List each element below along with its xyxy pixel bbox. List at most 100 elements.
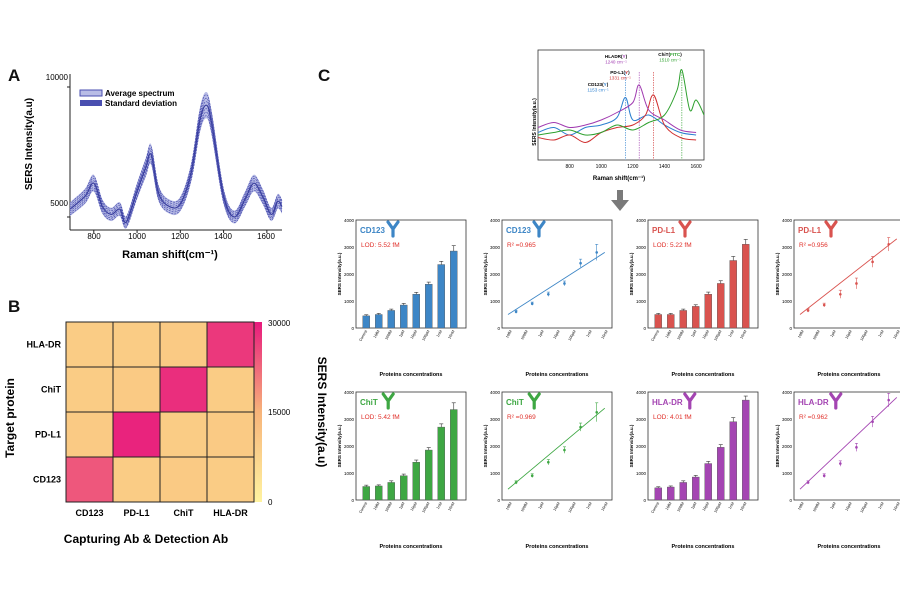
xtick-label: 100fM — [676, 330, 685, 341]
xtick-label: 1pM — [830, 330, 837, 338]
ytick-label: 1000 — [782, 299, 793, 304]
bar — [450, 409, 458, 501]
inset-annotation-name: PD-L1( — [610, 70, 625, 75]
xtick-label: 100pM — [421, 330, 430, 342]
xtick-label: 10fM — [505, 330, 513, 339]
spectrum-xtick: 1400 — [214, 232, 232, 241]
antibody-shape — [829, 392, 843, 410]
ytick-label: 3000 — [344, 417, 355, 422]
panel-label-c: C — [318, 66, 331, 85]
heatmap-cell — [65, 456, 114, 503]
bar — [717, 283, 725, 329]
data-point — [563, 448, 566, 452]
ytick-label: 3000 — [636, 245, 647, 250]
heatmap-cell — [159, 321, 208, 368]
heatmap-cell — [65, 366, 114, 413]
ytick-label: 0 — [643, 326, 646, 331]
data-point — [871, 420, 874, 423]
xtick-label: 10fM — [505, 502, 513, 511]
bar — [654, 314, 662, 329]
xtick-label: Control — [651, 501, 661, 514]
heatmap-col-label: HLA-DR — [213, 508, 248, 518]
xtick-label: 1pM — [538, 330, 545, 338]
xtick-label: 10fM — [373, 330, 381, 339]
ytick-label: 0 — [497, 326, 500, 331]
chart-ylabel: SERS Intensity(a.u.) — [483, 424, 488, 467]
data-point — [530, 474, 534, 477]
spectrum-ytick: 10000 — [46, 73, 69, 82]
ytick-label: 0 — [351, 326, 354, 331]
spectrum-chart: SERS Intensity(a.u) Raman shift(cm⁻¹) 10… — [24, 73, 283, 261]
heatmap-col-label: ChiT — [174, 508, 194, 518]
ytick-label: 0 — [643, 498, 646, 503]
xtick-label: 100fM — [384, 330, 393, 341]
xtick-label: 10nM — [447, 502, 455, 512]
chart-ylabel: SERS Intensity(a.u.) — [483, 252, 488, 295]
bar — [667, 314, 675, 329]
xtick-label: 1pM — [690, 502, 697, 510]
xtick-label: 10pM — [702, 502, 710, 512]
xtick-label: 100fM — [384, 502, 393, 513]
antibody-shape — [824, 220, 838, 238]
xtick-label: 1nM — [436, 330, 443, 338]
xtick-label: 1pM — [690, 330, 697, 338]
bar — [742, 244, 750, 329]
xtick-label: 10pM — [410, 502, 418, 512]
antibody-icon — [527, 392, 541, 410]
inset-annotation-tail: ) — [680, 52, 682, 57]
ytick-label: 3000 — [782, 417, 793, 422]
ytick-label: 0 — [351, 498, 354, 503]
std-deviation-trace — [69, 101, 283, 222]
cd123-calibration-chart: 4000 3000 2000 1000 0 SERS Intensity(a.u.) Pro… — [483, 218, 613, 378]
data-point — [806, 309, 810, 312]
xtick-label: 10fM — [797, 330, 805, 339]
xtick-label: 1nM — [586, 502, 593, 510]
xtick-label: Control — [651, 329, 661, 342]
inset-annotation: PD-L1(Y) — [610, 70, 630, 75]
xtick-label: 100fM — [676, 502, 685, 513]
data-point — [839, 292, 842, 296]
xtick-label: 1nM — [586, 330, 593, 338]
fit-line — [799, 397, 898, 490]
heatmap-ylabel: Target protein — [3, 378, 17, 458]
xtick-label: 10pM — [553, 330, 561, 340]
xtick-label: 10pM — [553, 502, 561, 512]
xtick-label: 10fM — [373, 502, 381, 511]
heatmap-cell — [206, 366, 255, 413]
heatmap-cell — [112, 456, 161, 503]
bar — [425, 449, 433, 501]
data-point — [563, 282, 566, 285]
colorbar-tick: 15000 — [268, 408, 291, 417]
bar — [692, 476, 700, 501]
xtick-label: 100fM — [520, 502, 529, 513]
antibody-shape — [678, 220, 692, 238]
inset-annotation-name: CD123( — [588, 82, 604, 87]
heatmap-cell — [206, 411, 255, 458]
inset-annotation-value: 1240 cm⁻¹ — [605, 60, 627, 65]
data-point — [871, 260, 874, 264]
heatmap-row-label: CD123 — [33, 475, 61, 485]
data-point — [514, 481, 518, 484]
ytick-label: 3000 — [490, 245, 501, 250]
std-deviation-trace — [69, 94, 283, 218]
bar — [704, 463, 712, 501]
data-point — [547, 292, 550, 296]
spectrum-xtick: 1200 — [171, 232, 189, 241]
lod-label: LOD: 5.42 fM — [361, 414, 400, 421]
chart-xlabel: Proteins concentrations — [818, 544, 881, 550]
data-point — [887, 243, 891, 246]
chart-frame — [647, 391, 759, 501]
heatmap-cell — [206, 321, 255, 368]
inset-annotation-value: 1510 cm⁻¹ — [659, 58, 681, 63]
std-deviation-band — [70, 91, 282, 229]
ytick-label: 2000 — [490, 272, 501, 277]
inset-series-line — [537, 94, 697, 143]
xtick-label: 1pM — [830, 502, 837, 510]
antibody-icon — [532, 220, 546, 238]
heatmap-cell — [112, 321, 161, 368]
xtick-label: 10pM — [845, 330, 853, 340]
data-point — [595, 410, 599, 414]
heatmap-cell — [112, 411, 161, 458]
antibody-shape — [683, 392, 697, 410]
inset-annotation-symbol: FITC — [670, 52, 681, 57]
